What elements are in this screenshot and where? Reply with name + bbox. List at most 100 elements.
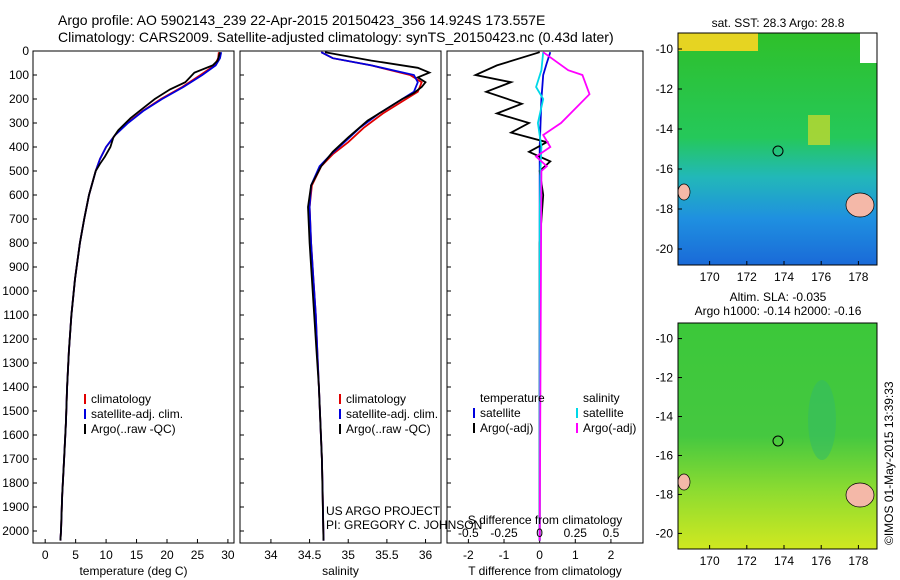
y-tick-label: 1300 [2, 356, 29, 370]
map-y-tick-label: -12 [656, 82, 674, 96]
x-tick-label: 25 [191, 548, 205, 562]
s-axis-label: S difference from climatology [468, 513, 623, 527]
temperature-panel-frame [32, 50, 235, 544]
y-tick-label: 100 [9, 68, 29, 82]
series-line-argo [59, 51, 221, 541]
sst-argo-marker [772, 145, 784, 157]
map-x-tick-label: 178 [848, 554, 868, 568]
x-axis-label: temperature (deg C) [79, 564, 187, 578]
map-y-tick-label: -20 [656, 242, 674, 256]
x-axis-label: T difference from climatology [468, 564, 622, 578]
pi-label: PI: GREGORY C. JOHNSON [326, 518, 482, 532]
y-tick-label: 1800 [2, 476, 29, 490]
sla-argo-marker [772, 435, 784, 447]
y-tick-label: 1700 [2, 452, 29, 466]
s-tick-label: 0.5 [603, 526, 620, 540]
sst-warm-patch [808, 115, 830, 145]
y-tick-label: 0 [22, 44, 29, 58]
legend-label: satellite-adj. clim. [346, 407, 438, 421]
salinity-panel-frame [239, 50, 442, 544]
legend-label: satellite-adj. clim. [91, 407, 183, 421]
map-y-tick-label: -16 [656, 162, 674, 176]
island [677, 473, 691, 491]
sla-map-title-2: Argo h1000: -0.14 h2000: -0.16 [695, 304, 862, 318]
difference-panel-frame [446, 50, 644, 544]
y-tick-label: 1600 [2, 428, 29, 442]
series-line-climatology [308, 51, 423, 541]
title-line-1: Argo profile: AO 5902143_239 22-Apr-2015… [58, 12, 546, 28]
fiji-island [845, 482, 875, 508]
map-y-tick-label: -14 [656, 410, 674, 424]
timestamp-label: ©IMOS 01-May-2015 13:39:33 [882, 381, 896, 545]
map-x-tick-label: 178 [848, 270, 868, 284]
series-line-climatology [59, 52, 220, 541]
y-tick-label: 2000 [2, 524, 29, 538]
x-tick-label: 35 [342, 548, 356, 562]
legend-label: satellite [480, 406, 521, 420]
map-x-tick-label: 174 [774, 270, 794, 284]
map-y-tick-label: -20 [656, 526, 674, 540]
y-tick-label: 500 [9, 164, 29, 178]
y-tick-label: 200 [9, 92, 29, 106]
title-line-2: Climatology: CARS2009. Satellite-adjuste… [58, 29, 614, 45]
map-x-tick-label: 176 [811, 270, 831, 284]
fiji-island [845, 192, 875, 218]
legend-label: Argo(-adj) [583, 421, 636, 435]
series-line-satellite [59, 52, 223, 541]
sst-map-field [678, 33, 877, 265]
map-y-tick-label: -18 [656, 202, 674, 216]
x-tick-label: 10 [99, 548, 113, 562]
s-tick-label: 0 [536, 526, 543, 540]
legend-label: climatology [346, 392, 406, 406]
x-tick-label: 2 [608, 548, 615, 562]
legend-label: satellite [583, 406, 624, 420]
map-x-tick-label: 170 [700, 554, 720, 568]
y-tick-label: 400 [9, 140, 29, 154]
project-label: US ARGO PROJECT [326, 504, 441, 518]
x-tick-label: 36 [419, 548, 433, 562]
y-tick-label: 800 [9, 236, 29, 250]
sst-map-title: sat. SST: 28.3 Argo: 28.8 [712, 16, 845, 30]
sla-map-title-1: Altim. SLA: -0.035 [730, 290, 827, 304]
y-tick-label: 1400 [2, 380, 29, 394]
island [677, 183, 691, 201]
map-y-tick-label: -16 [656, 448, 674, 462]
legend-label: Argo(-adj) [480, 421, 533, 435]
x-tick-label: 34.5 [298, 548, 322, 562]
map-y-tick-label: -14 [656, 122, 674, 136]
legend-label: Argo(..raw -QC) [91, 422, 176, 436]
x-tick-label: 35.5 [375, 548, 399, 562]
x-tick-label: 30 [221, 548, 235, 562]
sla-low-patch [808, 380, 836, 460]
y-tick-label: 300 [9, 116, 29, 130]
series-line-satellite [308, 51, 419, 541]
x-tick-label: 0 [536, 548, 543, 562]
s-tick-label: -0.5 [458, 526, 479, 540]
map-y-tick-label: -10 [656, 42, 674, 56]
legend-title: salinity [583, 391, 620, 405]
series-line-argo [307, 51, 432, 541]
map-x-tick-label: 172 [737, 554, 757, 568]
x-tick-label: 1 [572, 548, 579, 562]
sla-map-frame [677, 322, 878, 550]
x-tick-label: 34 [264, 548, 278, 562]
sst-warm-patch [678, 33, 758, 51]
sst-missing-data [860, 33, 877, 63]
x-tick-label: 0 [42, 548, 49, 562]
map-x-tick-label: 170 [700, 270, 720, 284]
s-tick-label: 0.25 [564, 526, 588, 540]
x-tick-label: -2 [463, 548, 474, 562]
legend-label: climatology [91, 392, 151, 406]
y-tick-label: 1500 [2, 404, 29, 418]
x-tick-label: 20 [160, 548, 174, 562]
series-line-S-satellite [535, 52, 545, 541]
sst-map-frame [677, 32, 878, 266]
y-tick-label: 1200 [2, 332, 29, 346]
map-x-tick-label: 172 [737, 270, 757, 284]
x-axis-label: salinity [322, 564, 359, 578]
map-x-tick-label: 174 [774, 554, 794, 568]
map-y-tick-label: -10 [656, 332, 674, 346]
series-line-S-argo [534, 51, 591, 541]
map-y-tick-label: -18 [656, 487, 674, 501]
